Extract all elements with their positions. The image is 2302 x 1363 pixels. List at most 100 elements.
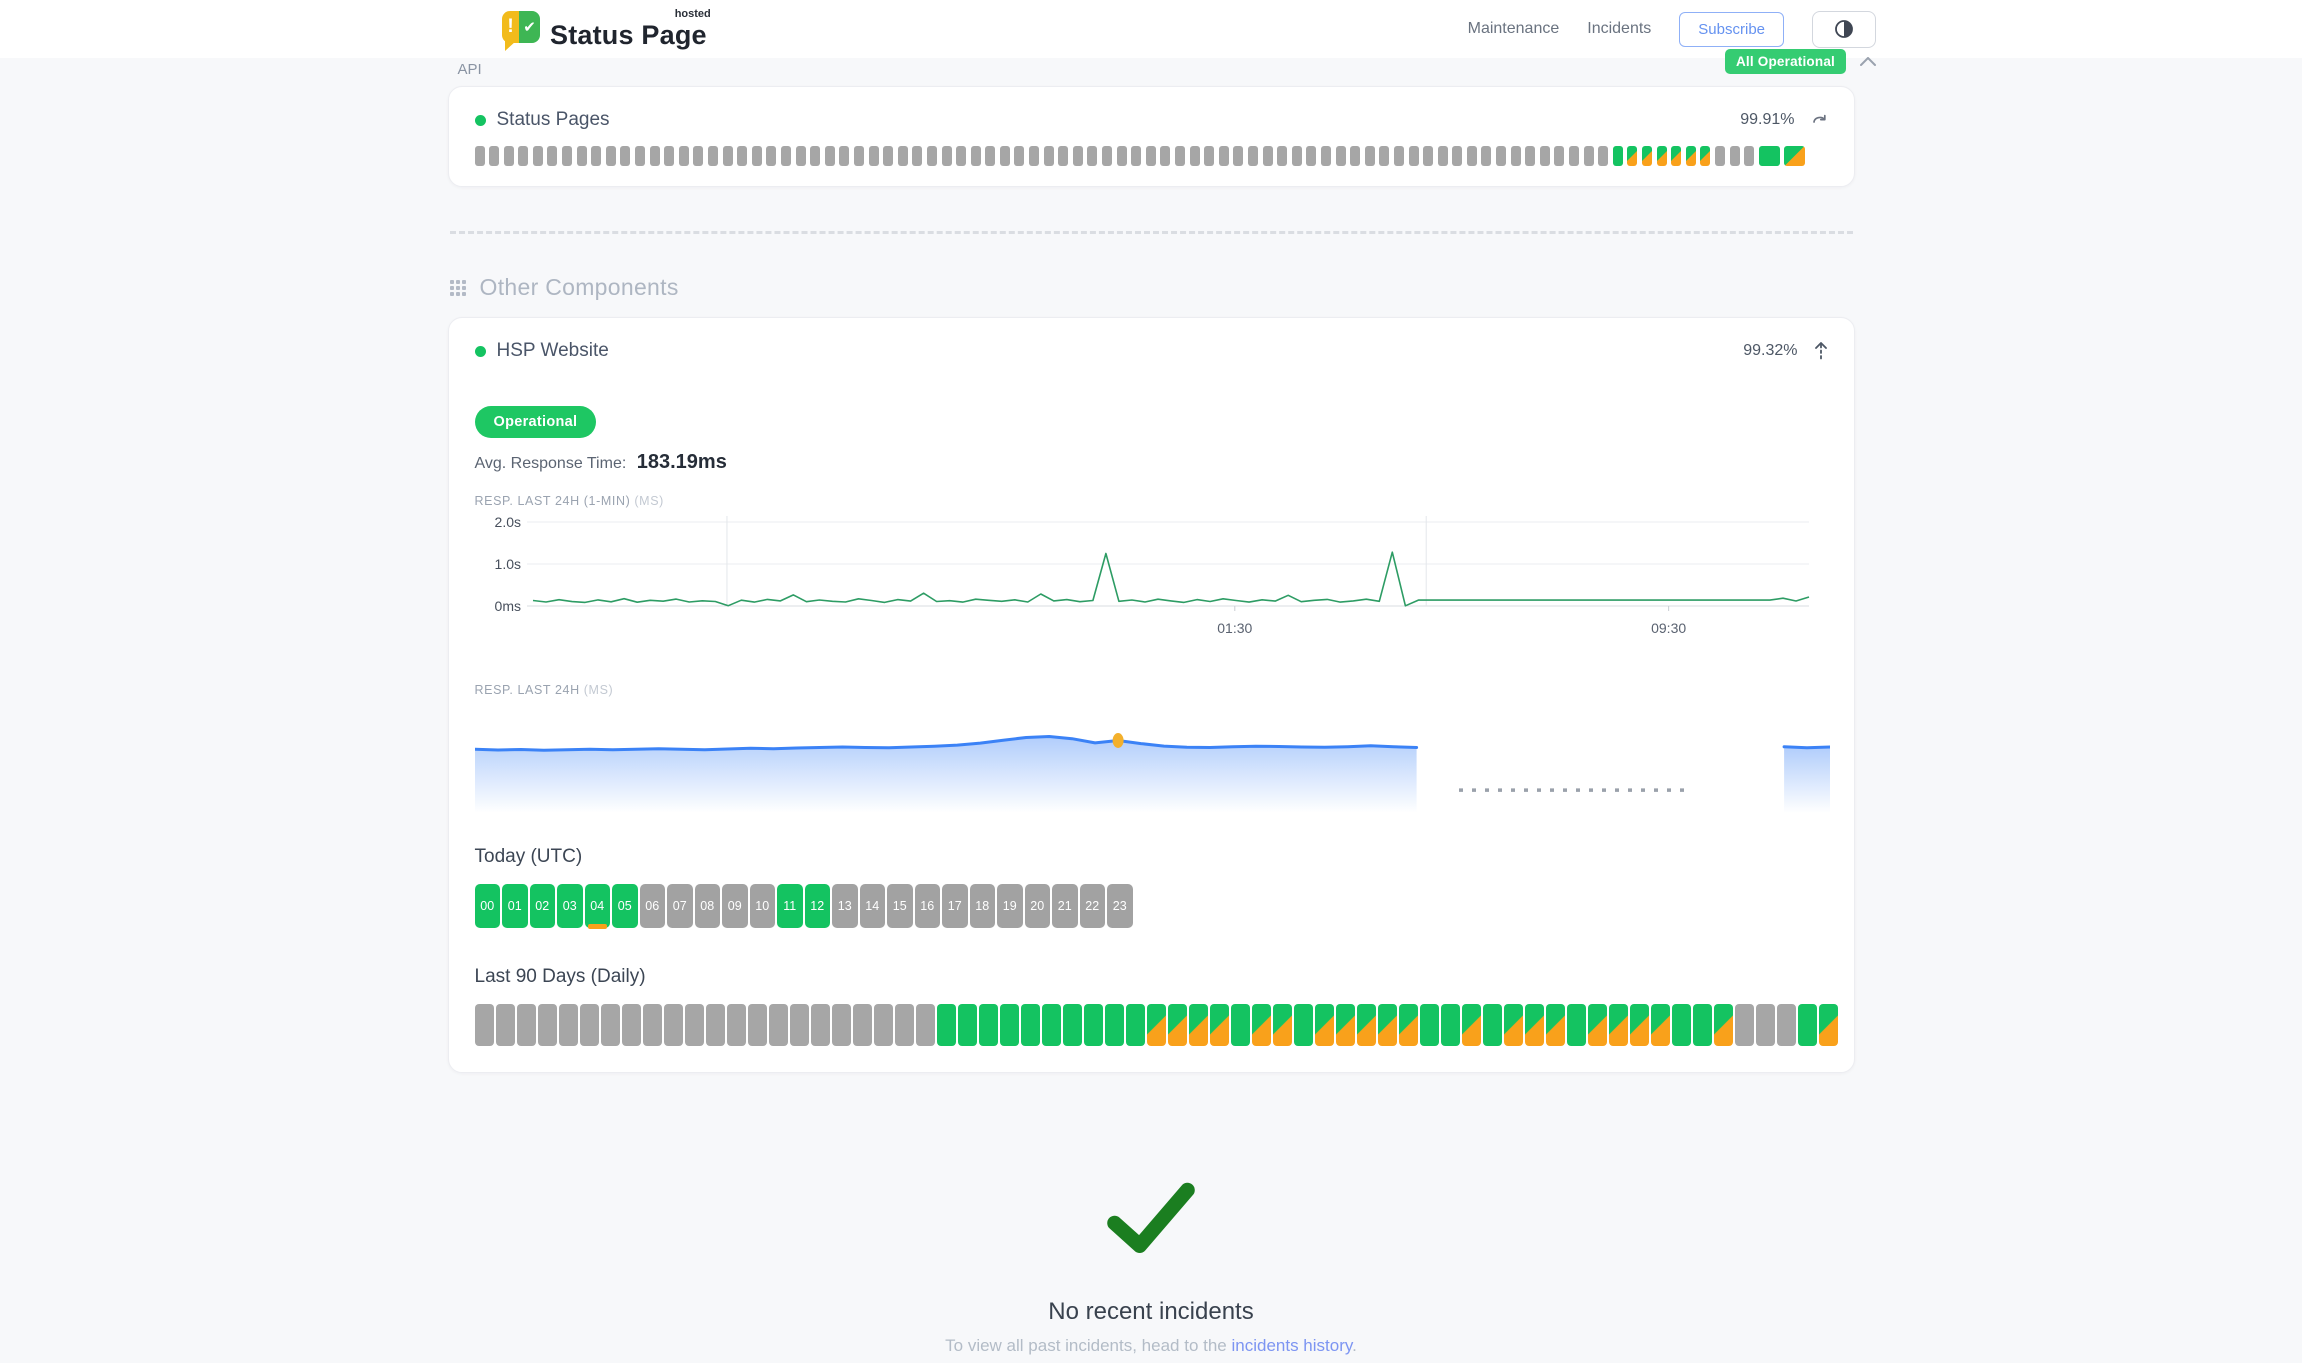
status-pages-card: Status Pages 99.91%	[447, 86, 1855, 187]
hour-block-22: 22	[1079, 884, 1105, 928]
uptime-block-green	[1419, 1004, 1439, 1046]
hour-block-07: 07	[667, 884, 693, 928]
uptime-block-gray	[780, 146, 791, 166]
hour-block-21: 21	[1052, 884, 1078, 928]
brand-superscript: hosted	[674, 8, 711, 20]
uptime-block-gray	[1554, 146, 1565, 166]
chart1-unit: (MS)	[634, 494, 664, 508]
uptime-block-gray	[883, 146, 894, 166]
uptime-block-gray	[1233, 146, 1244, 166]
uptime-percentage: 99.91%	[1740, 111, 1795, 128]
uptime-block-gray	[1247, 146, 1258, 166]
uptime-block-split	[1656, 146, 1667, 166]
uptime-block-green	[1612, 146, 1623, 166]
uptime-block-gray	[1335, 146, 1346, 166]
nav-item-incidents[interactable]: Incidents	[1587, 20, 1652, 37]
hour-block-01: 01	[502, 884, 528, 928]
uptime-block-green	[1566, 1004, 1586, 1046]
hour-block-08: 08	[694, 884, 720, 928]
hour-block-14: 14	[859, 884, 885, 928]
uptime-block-gray	[642, 1004, 662, 1046]
marker-dot	[1112, 733, 1124, 748]
uptime-block-gray	[1058, 146, 1069, 166]
chart2-label: RESP. LAST 24H	[474, 683, 580, 697]
uptime-block-gray	[970, 146, 981, 166]
uptime-block-gray	[516, 1004, 536, 1046]
hour-block-10: 10	[749, 884, 775, 928]
uptime-block-green	[1758, 146, 1780, 166]
uptime-block-gray	[766, 146, 777, 166]
uptime-block-gray	[620, 146, 631, 166]
uptime-block-split	[1188, 1004, 1208, 1046]
uptime-block-gray	[503, 146, 514, 166]
hour-block-17: 17	[942, 884, 968, 928]
uptime-block-gray	[737, 146, 748, 166]
avg-response-label: Avg. Response Time:	[474, 455, 627, 472]
hour-block-06: 06	[639, 884, 665, 928]
uptime-block-green	[1692, 1004, 1712, 1046]
status-badge-operational: Operational	[474, 406, 597, 438]
uptime-block-gray	[831, 1004, 851, 1046]
hour-block-23: 23	[1107, 884, 1133, 928]
uptime-bars	[474, 146, 1828, 166]
uptime-block-gray	[663, 1004, 683, 1046]
uptime-block-gray	[1102, 146, 1113, 166]
chevron-up-icon[interactable]	[1860, 57, 1876, 66]
uptime-block-gray	[579, 1004, 599, 1046]
uptime-block-split	[1356, 1004, 1376, 1046]
collapse-arrow-icon[interactable]	[1814, 342, 1828, 360]
hsp-website-card: HSP Website 99.32% Operational Avg. Resp…	[447, 317, 1855, 1073]
uptime-block-split	[1167, 1004, 1187, 1046]
response-chart-24h[interactable]	[473, 711, 1831, 815]
uptime-block-split	[1784, 146, 1806, 166]
uptime-block-gray	[562, 146, 573, 166]
response-chart-24h-1min[interactable]: 2.0s 1.0s 0ms 01:30 09:30	[475, 512, 1815, 644]
uptime-block-gray	[897, 146, 908, 166]
refresh-icon[interactable]	[1811, 113, 1828, 128]
uptime-block-split	[1671, 146, 1682, 166]
uptime-block-green	[1083, 1004, 1103, 1046]
uptime-block-gray	[1437, 146, 1448, 166]
grid-icon	[449, 279, 466, 296]
hour-block-03: 03	[557, 884, 583, 928]
uptime-block-gray	[474, 146, 485, 166]
nav-item-maintenance[interactable]: Maintenance	[1467, 20, 1560, 37]
section-label-api: API	[457, 61, 482, 78]
component-name: Status Pages	[496, 109, 610, 130]
uptime-block-gray	[956, 146, 967, 166]
uptime-block-gray	[1379, 146, 1390, 166]
uptime-block-split	[1700, 146, 1711, 166]
uptime-block-gray	[751, 146, 762, 166]
uptime-block-gray	[1776, 1004, 1796, 1046]
uptime-block-green	[1671, 1004, 1691, 1046]
uptime-block-split	[1642, 146, 1652, 166]
uptime-block-gray	[789, 1004, 809, 1046]
nav: Maintenance Incidents Subscribe	[1467, 10, 1876, 48]
hour-block-18: 18	[969, 884, 995, 928]
theme-toggle-button[interactable]	[1812, 10, 1876, 48]
uptime-block-gray	[810, 146, 821, 166]
uptime-block-split	[1650, 1004, 1670, 1046]
uptime-block-gray	[518, 146, 529, 166]
subscribe-button[interactable]: Subscribe	[1679, 11, 1784, 47]
uptime-block-gray	[1131, 146, 1142, 166]
uptime-block-gray	[873, 1004, 893, 1046]
incidents-history-link[interactable]: incidents history	[1231, 1336, 1353, 1355]
uptime-block-gray	[1160, 146, 1171, 166]
uptime-block-gray	[558, 1004, 578, 1046]
uptime-block-gray	[1218, 146, 1229, 166]
uptime-block-gray	[912, 146, 923, 166]
uptime-block-gray	[795, 146, 806, 166]
uptime-block-gray	[1043, 146, 1054, 166]
uptime-block-gray	[999, 146, 1010, 166]
uptime-block-gray	[1729, 146, 1740, 166]
uptime-block-green	[936, 1004, 956, 1046]
uptime-block-green	[1020, 1004, 1040, 1046]
uptime-block-gray	[1408, 146, 1419, 166]
uptime-block-gray	[1306, 146, 1317, 166]
uptime-block-gray	[705, 1004, 725, 1046]
brand: ! ✔ Status Page hosted	[426, 8, 711, 51]
uptime-block-green	[1440, 1004, 1460, 1046]
hour-block-19: 19	[997, 884, 1023, 928]
uptime-block-gray	[852, 1004, 872, 1046]
